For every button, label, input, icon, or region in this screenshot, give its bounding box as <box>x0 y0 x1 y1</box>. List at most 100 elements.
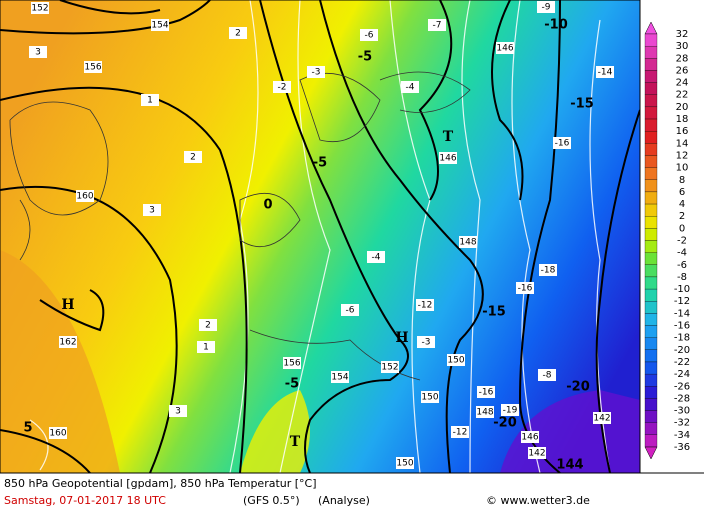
scale-swatch <box>644 82 658 95</box>
label-box <box>141 94 159 106</box>
footer-date: Samstag, 07-01-2017 18 UTC <box>4 494 166 507</box>
scale-label: 24 <box>676 78 689 89</box>
label-box <box>447 354 465 366</box>
scale-swatch <box>644 276 658 290</box>
scale-label: 28 <box>676 53 689 64</box>
label-box <box>537 1 555 13</box>
map-label: 142 <box>593 414 610 424</box>
map-label: 160 <box>49 429 66 439</box>
map-label: 146 <box>496 44 513 54</box>
map-label: 162 <box>59 338 76 348</box>
map-label: -6 <box>346 306 355 316</box>
label-box <box>76 190 94 202</box>
label-box <box>451 426 469 438</box>
map-label: -20 <box>493 416 517 431</box>
map-label: 156 <box>283 359 300 369</box>
map-label: -8 <box>543 371 552 381</box>
warm-area <box>240 390 310 473</box>
label-box <box>307 66 325 78</box>
label-box <box>401 81 419 93</box>
scale-label: -32 <box>674 418 690 429</box>
scale-label: 22 <box>676 90 689 101</box>
scale-label: -20 <box>674 345 690 356</box>
map-label: 156 <box>84 63 101 73</box>
map-label: -9 <box>542 3 551 13</box>
label-box <box>151 19 169 31</box>
map-label: 3 <box>35 48 41 58</box>
label-box <box>199 319 217 331</box>
scale-label: -10 <box>674 284 690 295</box>
scale-label: -4 <box>677 248 687 259</box>
scale-swatch <box>644 398 658 411</box>
map-label: 144 <box>556 458 583 473</box>
label-box <box>593 412 611 424</box>
scale-swatch <box>644 410 658 423</box>
scale-label: -24 <box>674 369 690 380</box>
scale-label: -12 <box>674 296 690 307</box>
label-box <box>31 2 49 14</box>
map-label: 148 <box>459 238 476 248</box>
map-label: 146 <box>439 154 456 164</box>
map-label: 146 <box>521 433 538 443</box>
map-label: 3 <box>149 206 155 216</box>
scale-swatch <box>644 216 658 229</box>
scale-swatch <box>644 179 658 193</box>
map-label: 152 <box>31 4 48 14</box>
scale-label: 20 <box>676 102 689 113</box>
map-label: -15 <box>482 305 506 320</box>
map-label: 154 <box>331 373 348 383</box>
label-box <box>496 42 514 54</box>
footer-title: 850 hPa Geopotential [gpdam], 850 hPa Te… <box>4 477 317 490</box>
scale-swatch <box>644 143 658 156</box>
label-box <box>553 137 571 149</box>
label-box <box>459 236 477 248</box>
label-box <box>538 369 556 381</box>
scale-swatch <box>644 288 658 302</box>
scale-label: -16 <box>674 321 690 332</box>
scale-swatch <box>644 131 658 144</box>
map-label: T <box>290 434 301 450</box>
label-box <box>428 19 446 31</box>
scale-swatch <box>644 118 658 132</box>
scale-label: -30 <box>674 406 690 417</box>
scale-swatch <box>644 252 658 265</box>
map-label: 160 <box>76 192 93 202</box>
map-label: 5 <box>23 421 32 436</box>
map-label: -6 <box>365 31 374 41</box>
map-label: 150 <box>447 356 464 366</box>
scale-label: 30 <box>676 41 689 52</box>
footer-model: (GFS 0.5°) <box>243 494 300 507</box>
map-label: -14 <box>598 68 613 78</box>
scale-swatch <box>644 264 658 278</box>
scale-label: 26 <box>676 65 689 76</box>
scale-label: -28 <box>674 393 690 404</box>
map-label: -16 <box>518 284 533 294</box>
scale-swatch <box>644 106 658 120</box>
scale-swatch <box>644 167 658 180</box>
scale-label: 4 <box>679 199 685 210</box>
scale-swatch <box>644 361 658 375</box>
scale-swatch <box>644 155 658 168</box>
label-box <box>283 357 301 369</box>
map-label: -7 <box>433 21 442 31</box>
map-label: H <box>395 330 408 346</box>
scale-swatch <box>644 386 658 399</box>
map-label: -10 <box>544 18 568 33</box>
label-box <box>331 371 349 383</box>
scale-swatch <box>644 58 658 71</box>
map-label: 2 <box>235 29 241 39</box>
scale-label: -6 <box>677 260 687 271</box>
footer-run: (Analyse) <box>318 494 370 507</box>
scale-label: 6 <box>679 187 685 198</box>
label-box <box>169 405 187 417</box>
label-box <box>477 386 495 398</box>
map-label: 3 <box>175 407 181 417</box>
map-label: -12 <box>418 301 433 311</box>
map-label: -5 <box>313 156 327 171</box>
label-box <box>49 427 67 439</box>
map-label: 2 <box>190 153 196 163</box>
label-box <box>501 404 519 416</box>
label-box <box>381 361 399 373</box>
scale-label: -34 <box>674 430 690 441</box>
scale-swatch <box>644 337 658 350</box>
